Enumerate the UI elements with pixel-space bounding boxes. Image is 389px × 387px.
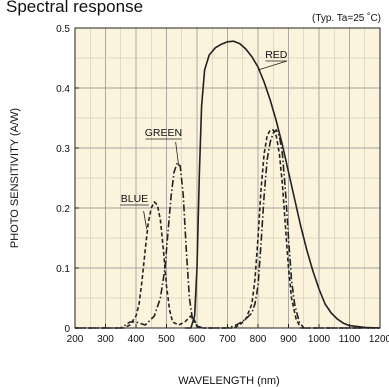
chart-title: Spectral response bbox=[6, 0, 143, 16]
x-tick-label: 600 bbox=[189, 334, 206, 345]
x-tick-label: 300 bbox=[97, 334, 114, 345]
x-axis-label: WAVELENGTH (nm) bbox=[178, 375, 279, 387]
y-tick-label: 0 bbox=[64, 324, 70, 335]
x-tick-label: 800 bbox=[250, 334, 267, 345]
x-tick-label: 1000 bbox=[308, 334, 331, 345]
series-label-blue: BLUE bbox=[121, 193, 148, 205]
y-tick-label: 0.4 bbox=[56, 84, 70, 95]
y-tick-label: 0.1 bbox=[56, 264, 70, 275]
label-leader-line bbox=[257, 60, 288, 71]
x-tick-label: 1100 bbox=[339, 334, 361, 345]
x-tick-label: 200 bbox=[67, 334, 84, 345]
series-label-green: GREEN bbox=[145, 127, 182, 139]
y-tick-label: 0.2 bbox=[56, 204, 70, 215]
x-tick-label: 500 bbox=[158, 334, 175, 345]
x-axis-ticks: 200 300 400 500 600 700 800 900 1000 1100 1200 bbox=[67, 324, 389, 345]
y-axis-label: PHOTO SENSITIVITY (A/W) bbox=[9, 108, 21, 248]
y-tick-label: 0.5 bbox=[56, 24, 70, 35]
series-labels: RED GREEN BLUE bbox=[120, 49, 288, 230]
x-tick-label: 900 bbox=[280, 334, 297, 345]
grid bbox=[74, 27, 381, 329]
label-leader-line bbox=[175, 141, 180, 167]
series-group bbox=[75, 40, 381, 329]
series-label-red: RED bbox=[265, 49, 288, 61]
x-tick-label: 700 bbox=[219, 334, 236, 345]
series-line-red bbox=[184, 40, 381, 329]
label-leader-line bbox=[143, 210, 148, 230]
y-axis-ticks: 0 0.1 0.2 0.3 0.4 0.5 bbox=[56, 24, 79, 335]
conditions-note: (Typ. Ta=25 ˚C) bbox=[312, 12, 381, 24]
x-tick-label: 1200 bbox=[369, 334, 389, 345]
x-tick-label: 400 bbox=[128, 334, 145, 345]
series-line-green bbox=[75, 129, 380, 329]
y-tick-label: 0.3 bbox=[56, 144, 70, 155]
